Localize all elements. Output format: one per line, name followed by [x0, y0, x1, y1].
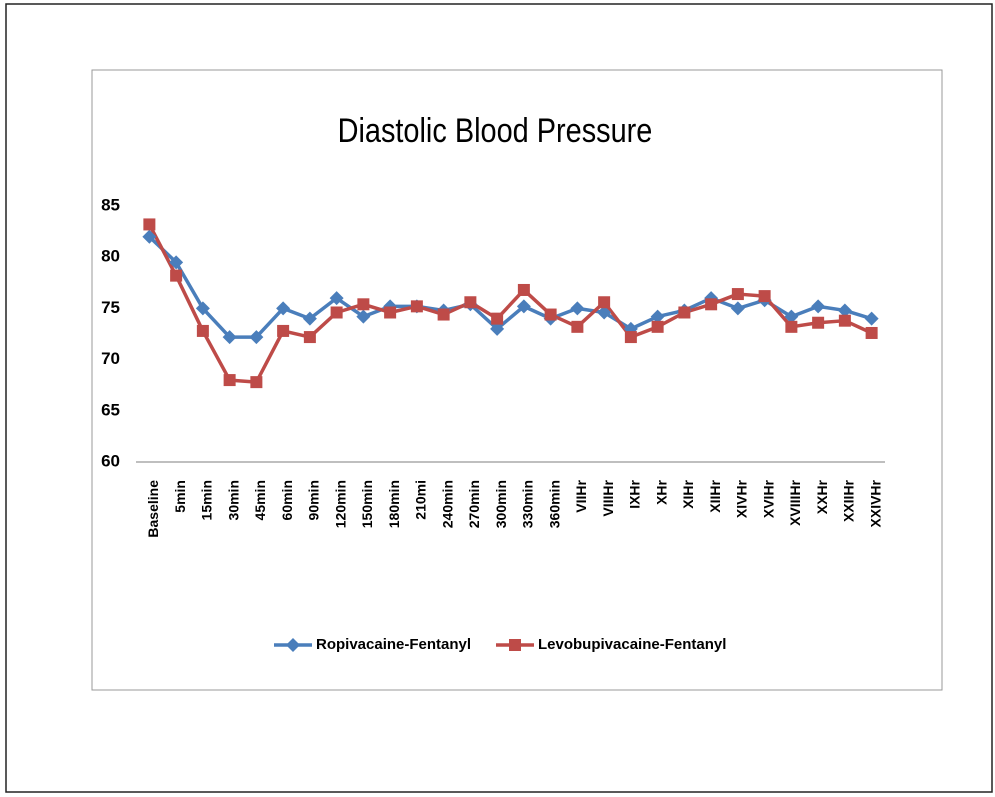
point: [864, 311, 879, 326]
x-tick-label: 360min: [546, 480, 562, 528]
x-tick-label: 240min: [439, 480, 455, 528]
legend-marker: [509, 639, 521, 651]
point: [705, 298, 718, 311]
x-tick-label: VIIHr: [573, 479, 589, 512]
x-tick-label: Baseline: [145, 480, 161, 538]
point: [838, 314, 851, 327]
x-tick-label: XXHr: [814, 479, 830, 514]
point: [329, 291, 344, 306]
y-tick-label: 70: [101, 349, 120, 368]
point: [490, 321, 505, 336]
point: [571, 320, 584, 333]
point: [812, 316, 825, 329]
point: [222, 330, 237, 345]
point: [544, 308, 557, 321]
x-tick-label: XXIIHr: [841, 479, 857, 522]
series-line: [148, 235, 873, 339]
y-tick-label: 80: [101, 247, 120, 266]
x-tick-label: VIIIHr: [600, 479, 616, 516]
x-tick-label: 45min: [252, 480, 268, 520]
chart-title: Diastolic Blood Pressure: [338, 111, 653, 150]
page-frame: [5, 3, 993, 793]
y-tick-label: 85: [101, 195, 120, 214]
point: [249, 330, 264, 345]
x-tick-label: 300min: [493, 480, 509, 528]
x-tick-label: XVIHr: [760, 479, 776, 518]
point: [597, 305, 612, 320]
chart-frame: [91, 69, 943, 691]
point: [276, 301, 291, 316]
point: [330, 306, 343, 319]
point: [302, 311, 317, 326]
point: [437, 308, 450, 321]
point: [730, 301, 745, 316]
point: [491, 312, 504, 325]
point: [517, 283, 530, 296]
point: [598, 296, 611, 309]
point: [651, 320, 664, 333]
point: [570, 301, 585, 316]
point: [678, 306, 691, 319]
point: [464, 296, 477, 309]
x-tick-label: 30min: [225, 480, 241, 520]
x-tick-label: XHr: [653, 479, 669, 504]
x-tick-label: 270min: [466, 480, 482, 528]
point: [143, 218, 156, 231]
point: [170, 269, 183, 282]
x-tick-label: 210mi: [413, 480, 429, 520]
point: [142, 229, 157, 244]
x-tick-label: XVIIIHr: [787, 479, 803, 525]
point: [784, 309, 799, 324]
x-tick-label: XXIVHr: [867, 479, 883, 527]
x-tick-label: 150min: [359, 480, 375, 528]
point: [223, 374, 236, 387]
y-tick-label: 75: [101, 298, 120, 317]
legend-label: Ropivacaine-Fentanyl: [316, 636, 471, 653]
point: [303, 331, 316, 344]
x-tick-label: 180min: [386, 480, 402, 528]
x-tick-label: XIIHr: [707, 479, 723, 512]
x-tick-label: IXHr: [627, 479, 643, 508]
point: [384, 306, 397, 319]
point: [624, 331, 637, 344]
x-tick-label: 60min: [279, 480, 295, 520]
x-tick-label: 120min: [332, 480, 348, 528]
point: [650, 309, 665, 324]
point: [195, 301, 210, 316]
y-tick-label: 65: [101, 400, 120, 419]
x-tick-label: XIHr: [680, 479, 696, 508]
x-tick-label: 90min: [306, 480, 322, 520]
y-tick-label: 60: [101, 451, 120, 470]
point: [731, 288, 744, 301]
point: [356, 309, 371, 324]
legend-marker: [286, 638, 300, 652]
point: [758, 290, 771, 303]
x-tick-label: XIVHr: [734, 479, 750, 518]
point: [196, 324, 209, 337]
point: [169, 255, 184, 270]
point: [410, 300, 423, 313]
point: [785, 320, 798, 333]
point: [277, 324, 290, 337]
point: [250, 376, 263, 389]
x-tick-label: 5min: [172, 480, 188, 513]
series-line: [147, 223, 873, 384]
legend-label: Levobupivacaine-Fentanyl: [538, 636, 726, 653]
x-tick-label: 330min: [520, 480, 536, 528]
x-tick-label: 15min: [199, 480, 215, 520]
point: [837, 303, 852, 318]
point: [811, 299, 826, 314]
point: [516, 299, 531, 314]
point: [357, 298, 370, 311]
point: [865, 326, 878, 339]
